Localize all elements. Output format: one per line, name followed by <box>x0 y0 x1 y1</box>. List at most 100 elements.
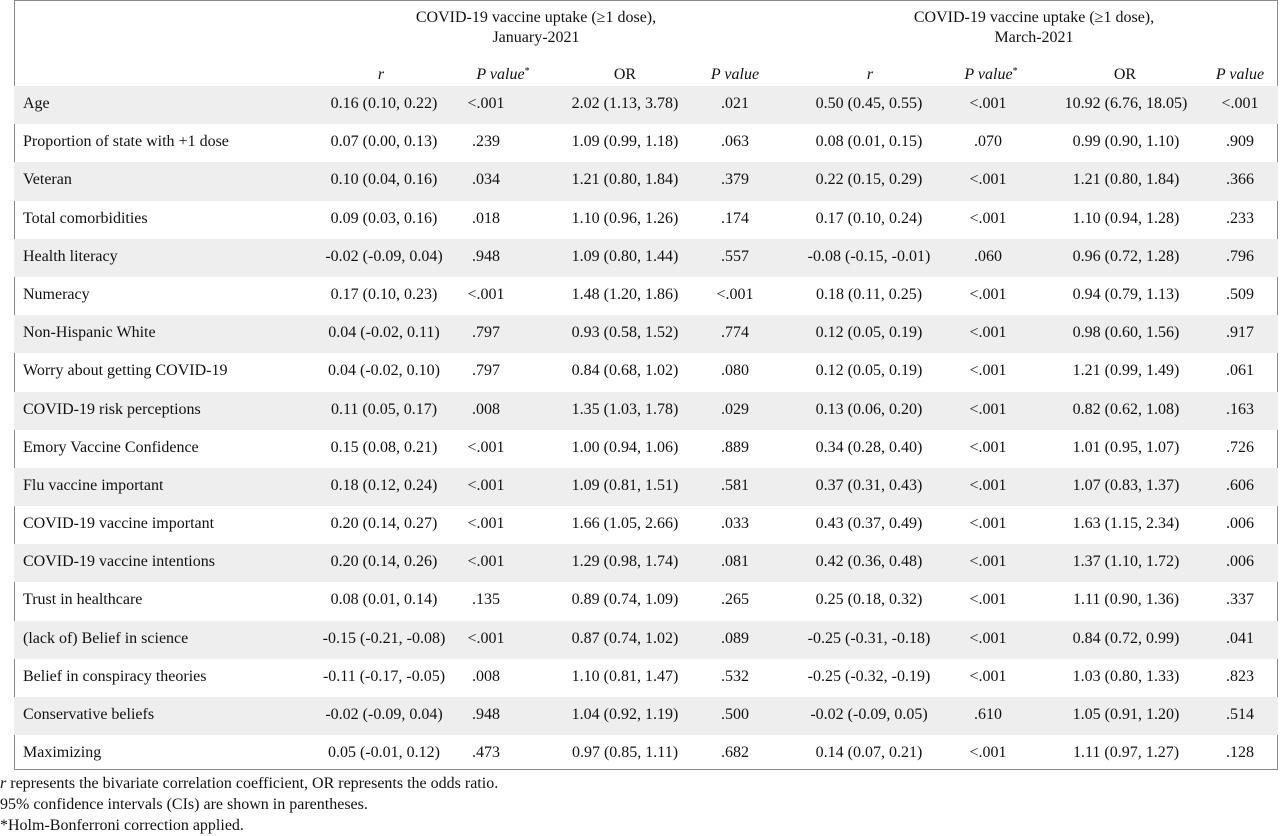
cell-jan-p: <.001 <box>467 553 505 571</box>
footnote-1: r represents the bivariate correlation c… <box>0 773 498 794</box>
cell-mar-p: <.001 <box>969 744 1007 762</box>
col-header-jan-or: OR <box>613 66 637 83</box>
cell-jan-p: .008 <box>472 400 500 418</box>
cell-jan-p: .948 <box>472 247 500 265</box>
cell-jan-p: <.001 <box>467 95 505 112</box>
cell-mar-p: <.001 <box>969 324 1007 342</box>
col-header-mar-or-p: P value <box>1215 66 1265 83</box>
cell-jan-p: .239 <box>472 133 500 151</box>
cell-jan-orp: .033 <box>721 515 749 533</box>
cell-mar-orp: .606 <box>1226 476 1254 494</box>
cell-mar-r: 0.43 (0.37, 0.49) <box>815 515 923 533</box>
row-label: Conservative beliefs <box>23 706 155 723</box>
cell-mar-orp: .337 <box>1226 591 1254 609</box>
cell-jan-r: 0.15 (0.08, 0.21) <box>330 438 438 456</box>
cell-jan-r: 0.05 (-0.01, 0.12) <box>328 744 440 762</box>
table-row: Proportion of state with +1 dose 0.07 (0.… <box>14 124 1278 162</box>
table-footnotes: r represents the bivariate correlation c… <box>0 773 498 836</box>
cell-mar-orp: .128 <box>1226 744 1254 762</box>
cell-mar-r: 0.34 (0.28, 0.40) <box>815 438 923 456</box>
cell-mar-r: 0.14 (0.07, 0.21) <box>815 744 923 762</box>
cell-jan-orp: .081 <box>721 553 749 571</box>
table-row: Veteran 0.10 (0.04, 0.16) .034 1.21 (0.80, … <box>14 162 1278 201</box>
group-header-march-line1: COVID-19 vaccine uptake (≥1 dose), <box>913 9 1155 26</box>
cell-mar-orp: <.001 <box>1221 95 1259 112</box>
cell-mar-r: 0.12 (0.05, 0.19) <box>815 362 923 380</box>
table-row: Maximizing 0.05 (-0.01, 0.12) .473 0.97 (0.… <box>14 735 1278 773</box>
cell-mar-p: <.001 <box>969 400 1007 418</box>
cell-jan-r: 0.17 (0.10, 0.23) <box>330 285 438 303</box>
cell-mar-r: -0.25 (-0.31, -0.18) <box>807 629 931 647</box>
cell-jan-or: 1.48 (1.20, 1.86) <box>571 285 679 303</box>
group-header-january-line1: COVID-19 vaccine uptake (≥1 dose), <box>415 9 657 26</box>
cell-mar-p: <.001 <box>969 438 1007 456</box>
cell-jan-p: .797 <box>472 362 500 380</box>
cell-jan-orp: <.001 <box>716 285 754 303</box>
col-header-jan-p-asterisk: * <box>524 66 530 77</box>
cell-mar-or: 0.82 (0.62, 1.08) <box>1072 400 1180 418</box>
cell-mar-r: -0.02 (-0.09, 0.05) <box>810 706 928 723</box>
group-header-march: COVID-19 vaccine uptake (≥1 dose), March… <box>878 8 1190 48</box>
col-header-mar-p: P value* <box>946 64 1036 86</box>
cell-mar-p: <.001 <box>969 285 1007 303</box>
cell-jan-or: 0.87 (0.74, 1.02) <box>571 629 679 647</box>
cell-mar-r: 0.13 (0.06, 0.20) <box>815 400 923 418</box>
cell-mar-or: 0.99 (0.90, 1.10) <box>1072 133 1180 151</box>
cell-mar-p: .070 <box>974 133 1002 151</box>
cell-mar-or: 0.96 (0.72, 1.28) <box>1072 247 1180 265</box>
cell-mar-or: 0.84 (0.72, 0.99) <box>1072 629 1180 647</box>
table-row: COVID-19 vaccine intentions 0.20 (0.14, 0… <box>14 544 1278 583</box>
table-row: COVID-19 vaccine important 0.20 (0.14, 0.… <box>14 506 1278 544</box>
cell-jan-orp: .265 <box>721 591 749 609</box>
cell-jan-or: 0.89 (0.74, 1.09) <box>571 591 679 609</box>
cell-mar-orp: .796 <box>1226 247 1254 265</box>
cell-jan-p: <.001 <box>467 476 505 494</box>
cell-mar-or: 0.94 (0.79, 1.13) <box>1072 285 1180 303</box>
cell-jan-r: 0.09 (0.03, 0.16) <box>330 209 438 227</box>
row-label: Veteran <box>23 171 72 189</box>
cell-jan-or: 1.10 (0.81, 1.47) <box>571 667 679 685</box>
table-row: Numeracy 0.17 (0.10, 0.23) <.001 1.48 (1.20… <box>14 277 1278 315</box>
cell-jan-p: .034 <box>472 171 500 189</box>
cell-mar-p: <.001 <box>969 515 1007 533</box>
cell-mar-or: 1.10 (0.94, 1.28) <box>1072 209 1180 227</box>
cell-jan-or: 1.21 (0.80, 1.84) <box>571 171 679 189</box>
cell-jan-or: 1.00 (0.94, 1.06) <box>571 438 679 456</box>
cell-mar-orp: .917 <box>1226 324 1254 342</box>
cell-mar-orp: .726 <box>1226 438 1254 456</box>
cell-jan-orp: .774 <box>721 324 749 342</box>
cell-jan-orp: .029 <box>721 400 749 418</box>
cell-jan-r: 0.20 (0.14, 0.26) <box>330 553 438 571</box>
cell-jan-r: -0.15 (-0.21, -0.08) <box>322 629 446 647</box>
col-header-mar-p-text: P value <box>964 66 1013 83</box>
table-row: COVID-19 risk perceptions 0.11 (0.05, 0.1… <box>14 391 1278 430</box>
cell-jan-orp: .581 <box>721 476 749 494</box>
cell-jan-or: 1.66 (1.05, 2.66) <box>571 515 679 533</box>
cell-mar-p: <.001 <box>969 553 1007 571</box>
cell-mar-or: 1.01 (0.95, 1.07) <box>1072 438 1180 456</box>
cell-mar-or: 1.11 (0.97, 1.27) <box>1072 744 1180 762</box>
cell-jan-r: -0.02 (-0.09, 0.04) <box>325 706 443 723</box>
cell-mar-or: 0.98 (0.60, 1.56) <box>1072 324 1180 342</box>
cell-jan-p: .008 <box>472 667 500 685</box>
cell-jan-or: 1.09 (0.80, 1.44) <box>571 247 679 265</box>
table-row: Age 0.16 (0.10, 0.22) <.001 2.02 (1.13, 3.7… <box>14 86 1278 125</box>
row-label: Age <box>23 95 50 112</box>
cell-jan-p: .948 <box>472 706 500 723</box>
cell-jan-r: 0.08 (0.01, 0.14) <box>330 591 438 609</box>
table-row: Total comorbidities 0.09 (0.03, 0.16) .018… <box>14 201 1278 239</box>
table-row: Flu vaccine important 0.18 (0.12, 0.24) <.… <box>14 467 1278 507</box>
cell-jan-or: 1.09 (0.81, 1.51) <box>571 476 679 494</box>
cell-mar-orp: .041 <box>1226 629 1254 647</box>
footnote-1-text: represents the bivariate correlation coe… <box>6 775 499 792</box>
cell-mar-p: <.001 <box>969 362 1007 380</box>
table-row: Emory Vaccine Confidence 0.15 (0.08, 0.21… <box>14 430 1278 468</box>
cell-mar-r: 0.25 (0.18, 0.32) <box>815 591 923 609</box>
cell-mar-orp: .233 <box>1226 209 1254 227</box>
cell-jan-p: .018 <box>472 209 500 227</box>
cell-jan-or: 1.35 (1.03, 1.78) <box>571 400 679 418</box>
cell-mar-r: 0.12 (0.05, 0.19) <box>815 324 923 342</box>
cell-jan-p: .797 <box>472 324 500 342</box>
cell-mar-or: 1.21 (0.99, 1.49) <box>1072 362 1180 380</box>
cell-mar-p: <.001 <box>969 629 1007 647</box>
